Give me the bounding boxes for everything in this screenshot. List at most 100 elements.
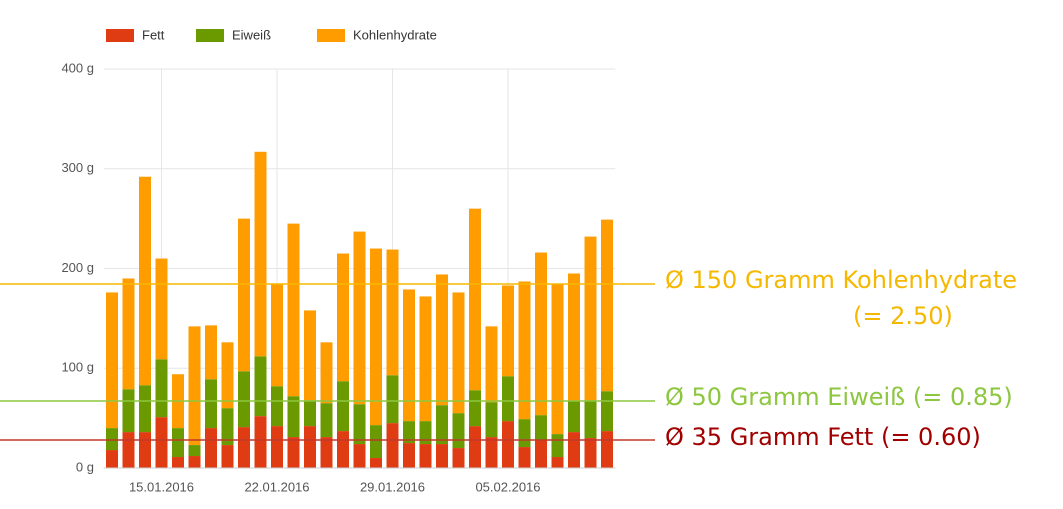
bar bbox=[551, 434, 564, 458]
legend-swatch bbox=[106, 29, 134, 42]
x-tick-label: 15.01.2016 bbox=[129, 479, 194, 494]
bar bbox=[370, 425, 382, 459]
bar bbox=[419, 444, 432, 468]
bar bbox=[304, 426, 316, 468]
bar bbox=[287, 437, 300, 468]
bar bbox=[535, 440, 547, 468]
bar bbox=[221, 342, 234, 409]
bar bbox=[320, 342, 333, 404]
bar bbox=[122, 432, 135, 468]
bar bbox=[106, 428, 118, 451]
bar bbox=[568, 273, 580, 402]
bar bbox=[469, 390, 481, 427]
bar bbox=[518, 281, 531, 420]
bar bbox=[238, 218, 250, 372]
bar bbox=[287, 396, 300, 438]
y-tick-label: 100 g bbox=[61, 360, 94, 375]
bar bbox=[518, 419, 531, 448]
bar bbox=[584, 438, 597, 468]
x-tick-label: 29.01.2016 bbox=[360, 479, 425, 494]
bar bbox=[601, 431, 613, 468]
bar bbox=[485, 402, 498, 438]
bar bbox=[172, 457, 184, 468]
legend-swatch bbox=[317, 29, 345, 42]
bar bbox=[419, 421, 432, 445]
bar bbox=[436, 274, 448, 406]
bar bbox=[188, 326, 201, 446]
bar bbox=[386, 375, 399, 424]
bar bbox=[551, 284, 564, 435]
bar bbox=[386, 423, 399, 468]
bar bbox=[535, 252, 547, 416]
bar bbox=[568, 432, 580, 468]
legend-label: Fett bbox=[142, 27, 165, 42]
bar bbox=[353, 404, 366, 445]
bar bbox=[205, 428, 217, 468]
bar bbox=[601, 219, 613, 392]
bar bbox=[122, 389, 135, 433]
annotation: Ø 50 Gramm Eiweiß (= 0.85) bbox=[665, 383, 1013, 411]
bar bbox=[370, 458, 382, 468]
bar bbox=[386, 249, 399, 376]
bar bbox=[320, 403, 333, 438]
bar bbox=[337, 253, 349, 382]
bar bbox=[254, 416, 267, 468]
bar bbox=[155, 258, 168, 360]
bar bbox=[188, 456, 201, 468]
y-tick-label: 200 g bbox=[61, 260, 94, 275]
y-tick-label: 0 g bbox=[76, 459, 94, 474]
bar bbox=[172, 428, 184, 458]
bar bbox=[584, 236, 597, 401]
bar bbox=[419, 296, 432, 422]
bar bbox=[254, 151, 267, 357]
bar bbox=[502, 285, 514, 377]
bar bbox=[584, 400, 597, 439]
legend-swatch bbox=[196, 29, 224, 42]
x-tick-label: 05.02.2016 bbox=[475, 479, 540, 494]
bar bbox=[271, 283, 283, 387]
bar bbox=[271, 426, 283, 468]
bar bbox=[221, 408, 234, 446]
bar bbox=[436, 444, 448, 468]
bar bbox=[139, 176, 151, 386]
bar bbox=[337, 381, 349, 432]
bar bbox=[518, 447, 531, 468]
bar bbox=[502, 421, 514, 468]
bar bbox=[155, 359, 168, 418]
bar bbox=[452, 448, 465, 468]
bar bbox=[238, 371, 250, 428]
bar bbox=[551, 457, 564, 468]
bar bbox=[271, 386, 283, 427]
bar bbox=[106, 450, 118, 468]
bar bbox=[452, 413, 465, 449]
bar bbox=[238, 427, 250, 468]
legend-label: Kohlenhydrate bbox=[353, 27, 437, 42]
bar bbox=[188, 445, 201, 457]
bar bbox=[139, 432, 151, 468]
bar bbox=[353, 444, 366, 468]
y-tick-label: 300 g bbox=[61, 160, 94, 175]
bar bbox=[403, 289, 415, 422]
bar bbox=[469, 208, 481, 391]
bar bbox=[221, 445, 234, 468]
bar bbox=[287, 223, 300, 397]
bar bbox=[155, 417, 168, 468]
bar bbox=[502, 376, 514, 422]
bar bbox=[122, 278, 135, 390]
bar bbox=[535, 415, 547, 441]
bar bbox=[139, 385, 151, 433]
bar bbox=[601, 391, 613, 432]
bar bbox=[469, 426, 481, 468]
bar bbox=[370, 248, 382, 426]
annotation: Ø 150 Gramm Kohlenhydrate bbox=[665, 266, 1017, 294]
bar bbox=[568, 401, 580, 433]
x-tick-label: 22.01.2016 bbox=[244, 479, 309, 494]
bar bbox=[320, 437, 333, 468]
bar bbox=[436, 405, 448, 445]
bar bbox=[304, 310, 316, 401]
bar bbox=[337, 431, 349, 468]
bar bbox=[485, 326, 498, 403]
bar bbox=[205, 379, 217, 429]
bar bbox=[254, 356, 267, 417]
